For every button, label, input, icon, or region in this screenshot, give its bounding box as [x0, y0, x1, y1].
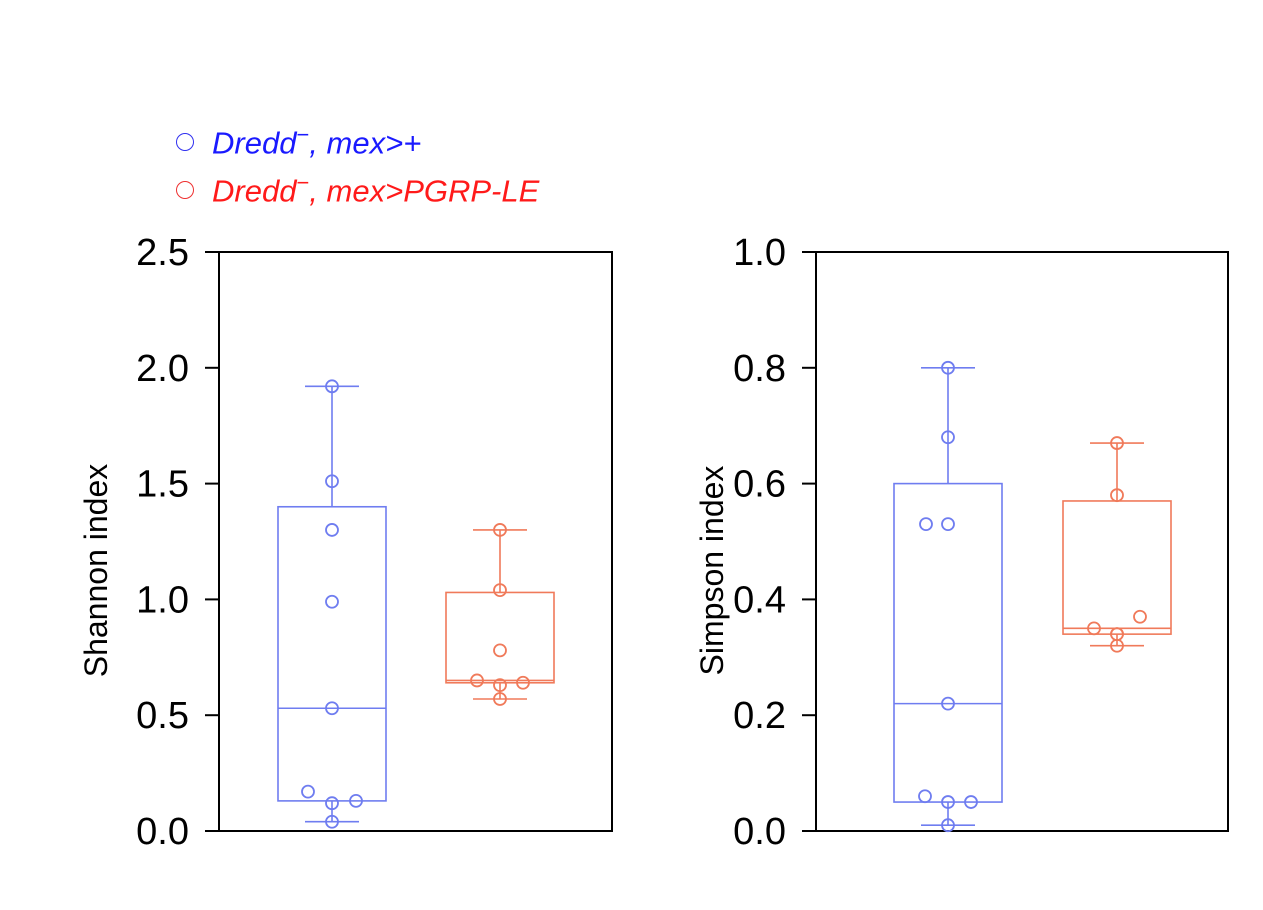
- data-point-0-0-5: [301, 784, 315, 799]
- data-point-1-0-5: [918, 789, 932, 804]
- y-axis-title-0: Shannon index: [78, 464, 114, 678]
- data-point-0-1-3: [470, 673, 484, 688]
- data-point-0-1-5: [516, 675, 530, 690]
- data-point-0-0-4: [325, 701, 339, 716]
- data-point-1-0-1: [941, 430, 955, 445]
- plot-frame-1: [815, 251, 1229, 832]
- y-axis-title-1: Simpson index: [694, 466, 730, 676]
- data-point-0-1-0: [493, 523, 507, 537]
- y-tick-label-1-0: 0.0: [733, 811, 786, 853]
- data-point-1-1-1: [1110, 488, 1124, 503]
- data-point-0-0-6: [325, 796, 339, 811]
- data-point-0-0-8: [325, 814, 339, 829]
- legend-item-wildtype: Dredd−, mex>+: [170, 118, 539, 166]
- y-tick-label-0-1: 0.5: [136, 695, 189, 737]
- data-point-0-1-4: [493, 678, 507, 692]
- data-point-0-1-6: [493, 692, 507, 706]
- y-tick-label-1-5: 1.0: [733, 232, 786, 274]
- data-point-0-1-2: [493, 643, 507, 658]
- data-point-0-0-2: [325, 523, 339, 537]
- data-point-0-1-1: [493, 583, 507, 598]
- legend-marker-red-circle-icon: [176, 181, 194, 199]
- y-tick-label-1-1: 0.2: [733, 695, 786, 737]
- y-tick-label-0-5: 2.5: [136, 232, 189, 274]
- y-tick-label-1-2: 0.4: [733, 579, 786, 621]
- data-point-1-0-8: [941, 818, 955, 833]
- legend-label-1: Dredd−, mex>+: [212, 122, 422, 161]
- box-1-1: [1062, 500, 1172, 635]
- data-point-1-0-7: [964, 795, 978, 809]
- box-0-1: [445, 591, 555, 684]
- data-point-0-0-1: [325, 474, 339, 489]
- legend: Dredd−, mex>+ Dredd−, mex>PGRP-LE: [170, 118, 539, 214]
- y-tick-label-0-4: 2.0: [136, 348, 189, 390]
- y-tick-label-1-3: 0.6: [733, 464, 786, 506]
- data-point-1-1-0: [1110, 436, 1124, 450]
- data-point-1-1-2: [1087, 621, 1101, 636]
- data-point-0-0-7: [349, 793, 363, 808]
- data-point-1-0-4: [941, 696, 955, 711]
- y-tick-label-0-3: 1.5: [136, 464, 189, 506]
- box-1-0: [893, 482, 1003, 803]
- legend-label-2: Dredd−, mex>PGRP-LE: [212, 170, 540, 209]
- data-point-1-1-6: [1110, 638, 1124, 653]
- plot-frame-0: [218, 251, 613, 832]
- legend-marker-blue-circle-icon: [176, 133, 194, 151]
- data-point-1-0-3: [941, 517, 955, 532]
- data-point-0-0-3: [325, 594, 339, 609]
- data-point-1-1-3: [1133, 609, 1147, 624]
- data-point-1-0-0: [941, 360, 955, 375]
- y-tick-label-0-0: 0.0: [136, 811, 189, 853]
- data-point-1-0-6: [941, 795, 955, 809]
- y-tick-label-1-4: 0.8: [733, 348, 786, 390]
- legend-item-pgrp-le: Dredd−, mex>PGRP-LE: [170, 166, 539, 214]
- data-point-0-0-0: [325, 379, 339, 394]
- box-0-0: [277, 505, 387, 802]
- data-point-1-0-2: [919, 517, 933, 532]
- y-tick-label-0-2: 1.0: [136, 579, 189, 621]
